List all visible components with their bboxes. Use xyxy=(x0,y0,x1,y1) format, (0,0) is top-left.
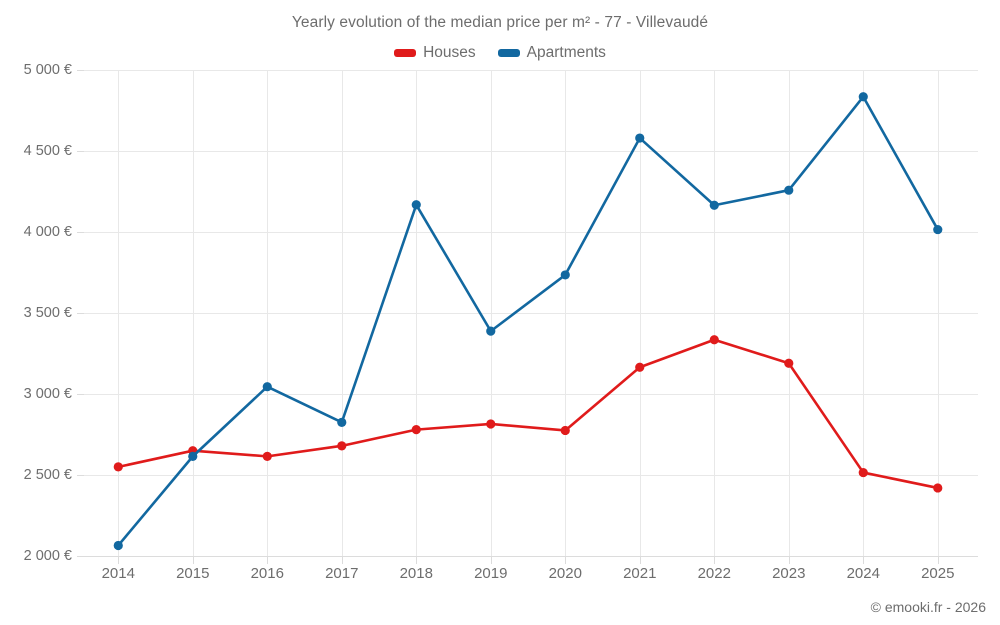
data-point[interactable] xyxy=(709,335,719,345)
data-point[interactable] xyxy=(486,326,496,336)
data-point[interactable] xyxy=(784,185,794,195)
x-axis-tick-label: 2017 xyxy=(325,565,359,582)
chart-title: Yearly evolution of the median price per… xyxy=(291,14,709,31)
data-point[interactable] xyxy=(337,417,347,427)
x-axis-tick-label: 2022 xyxy=(697,565,731,582)
data-point[interactable] xyxy=(784,358,794,368)
y-axis-tick-label: 3 000 € xyxy=(23,386,72,402)
legend-swatch-icon xyxy=(497,49,520,57)
series-line-houses xyxy=(116,338,940,490)
y-axis-tick-label: 2 000 € xyxy=(23,548,72,564)
data-point[interactable] xyxy=(709,200,719,210)
data-point[interactable] xyxy=(188,451,198,461)
data-point[interactable] xyxy=(858,92,868,102)
x-axis-tick-label: 2019 xyxy=(474,565,508,582)
x-axis-tick-label: 2018 xyxy=(399,565,433,582)
series-houses xyxy=(113,335,943,493)
legend-item-houses[interactable]: Houses xyxy=(394,44,476,62)
x-axis-tick-label: 2025 xyxy=(921,565,955,582)
y-axis-tick-label: 5 000 € xyxy=(23,62,72,78)
y-axis-tick-label: 4 000 € xyxy=(23,224,72,240)
data-point[interactable] xyxy=(337,441,347,451)
data-point[interactable] xyxy=(560,270,570,280)
x-axis-tick-label: 2024 xyxy=(846,565,880,582)
series-apartments xyxy=(113,92,943,551)
x-axis-tick-label: 2015 xyxy=(176,565,210,582)
data-point[interactable] xyxy=(635,133,645,143)
data-point[interactable] xyxy=(262,451,272,461)
y-axis-tick-label: 3 500 € xyxy=(23,305,72,321)
data-point[interactable] xyxy=(858,467,868,478)
legend-label: Houses xyxy=(423,44,476,61)
x-axis-tick-label: 2020 xyxy=(548,565,582,582)
data-point[interactable] xyxy=(560,425,570,436)
legend-item-apartments[interactable]: Apartments xyxy=(497,44,606,62)
data-point[interactable] xyxy=(411,200,421,210)
chart-legend: Houses Apartments xyxy=(0,44,1000,62)
x-axis-tick-label: 2014 xyxy=(101,565,135,582)
credit-text: © emooki.fr - 2026 xyxy=(870,599,986,615)
data-point[interactable] xyxy=(635,362,645,372)
data-point[interactable] xyxy=(411,425,421,435)
data-point[interactable] xyxy=(933,224,943,235)
data-point[interactable] xyxy=(486,419,496,429)
series-line-apartments xyxy=(116,95,940,547)
data-point[interactable] xyxy=(933,483,943,493)
x-axis-tick-label: 2021 xyxy=(623,565,657,582)
data-point[interactable] xyxy=(113,540,123,551)
x-axis-tick-label: 2023 xyxy=(772,565,806,582)
x-axis-tick-label: 2016 xyxy=(250,565,284,582)
data-point[interactable] xyxy=(113,462,123,472)
legend-swatch-icon xyxy=(394,49,417,57)
y-axis-tick-label: 4 500 € xyxy=(23,143,72,159)
y-axis-tick-label: 2 500 € xyxy=(23,467,72,483)
data-point[interactable] xyxy=(262,382,272,392)
legend-label: Apartments xyxy=(526,44,606,61)
